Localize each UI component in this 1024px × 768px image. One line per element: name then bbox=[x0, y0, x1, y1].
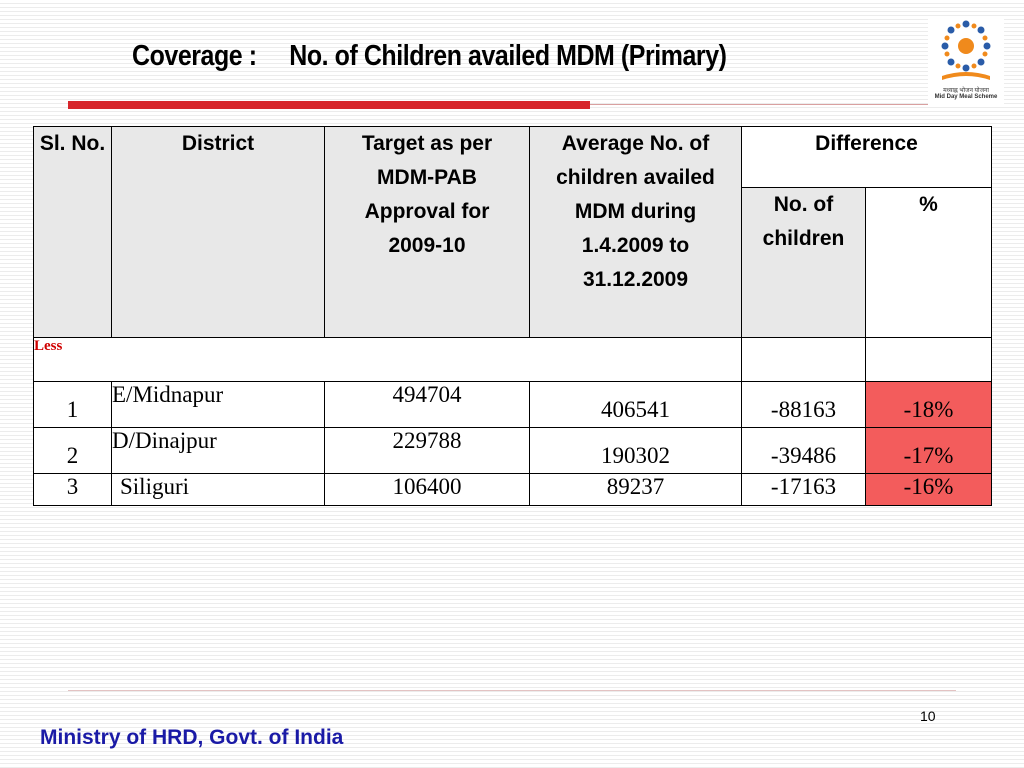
row-average: 406541 bbox=[529, 381, 742, 428]
table-row: 3 Siliguri 106400 89237 -17163 -16% bbox=[33, 473, 993, 506]
section-label-less: Less bbox=[33, 337, 742, 382]
header-district: District bbox=[111, 126, 325, 338]
header-sl-no: Sl. No. bbox=[33, 126, 112, 338]
header-target: Target as per MDM-PAB Approval for 2009-… bbox=[324, 126, 530, 338]
row-pct: -17% bbox=[864, 427, 993, 474]
title-underline-red bbox=[68, 101, 590, 109]
row-sl: 1 bbox=[33, 381, 112, 428]
footer-text: Ministry of HRD, Govt. of India bbox=[40, 726, 344, 749]
row-target: 229788 bbox=[324, 427, 530, 474]
row-district: D/Dinajpur bbox=[111, 427, 325, 474]
coverage-table: Sl. No. District Target as per MDM-PAB A… bbox=[33, 125, 993, 506]
row-diff: -17163 bbox=[741, 473, 866, 506]
table-row: 1 E/Midnapur 494704 406541 -88163 -18% bbox=[33, 381, 993, 428]
table-row: 2 D/Dinajpur 229788 190302 -39486 -17% bbox=[33, 427, 993, 474]
row-target: 494704 bbox=[324, 381, 530, 428]
logo-text-english: Mid Day Meal Scheme bbox=[934, 94, 998, 100]
header-diff-pct: % bbox=[864, 187, 993, 338]
row-district: Siliguri bbox=[111, 473, 325, 506]
row-average: 190302 bbox=[529, 427, 742, 474]
header-diff-count: No. of children bbox=[741, 187, 866, 338]
slide-title: Coverage : No. of Children availed MDM (P… bbox=[132, 40, 751, 88]
row-sl: 3 bbox=[33, 473, 112, 506]
section-empty-cell bbox=[864, 337, 993, 382]
row-sl: 2 bbox=[33, 427, 112, 474]
row-district: E/Midnapur bbox=[111, 381, 325, 428]
logo-text-hindi: मध्याह्न भोजन योजना bbox=[943, 88, 989, 94]
mdm-logo-icon bbox=[941, 20, 991, 80]
title-text: No. of Children availed MDM (Primary) bbox=[289, 40, 727, 72]
row-target: 106400 bbox=[324, 473, 530, 506]
section-empty-cell bbox=[741, 337, 866, 382]
title-underline-thin bbox=[590, 104, 930, 105]
footer-divider bbox=[68, 690, 956, 691]
title-label: Coverage : bbox=[132, 40, 257, 72]
row-diff: -88163 bbox=[741, 381, 866, 428]
mdm-logo: मध्याह्न भोजन योजना Mid Day Meal Scheme bbox=[928, 16, 1004, 106]
page-number: 10 bbox=[920, 708, 936, 724]
section-row: Less bbox=[33, 337, 993, 382]
row-average: 89237 bbox=[529, 473, 742, 506]
row-diff: -39486 bbox=[741, 427, 866, 474]
row-pct: -16% bbox=[864, 473, 993, 506]
header-difference: Difference bbox=[740, 125, 993, 189]
header-row-2: No. of children % bbox=[34, 187, 993, 338]
header-row-1: Sl. No. District Target as per MDM-PAB A… bbox=[33, 125, 993, 338]
header-average: Average No. of children availed MDM duri… bbox=[529, 126, 742, 338]
row-pct: -18% bbox=[864, 381, 993, 428]
